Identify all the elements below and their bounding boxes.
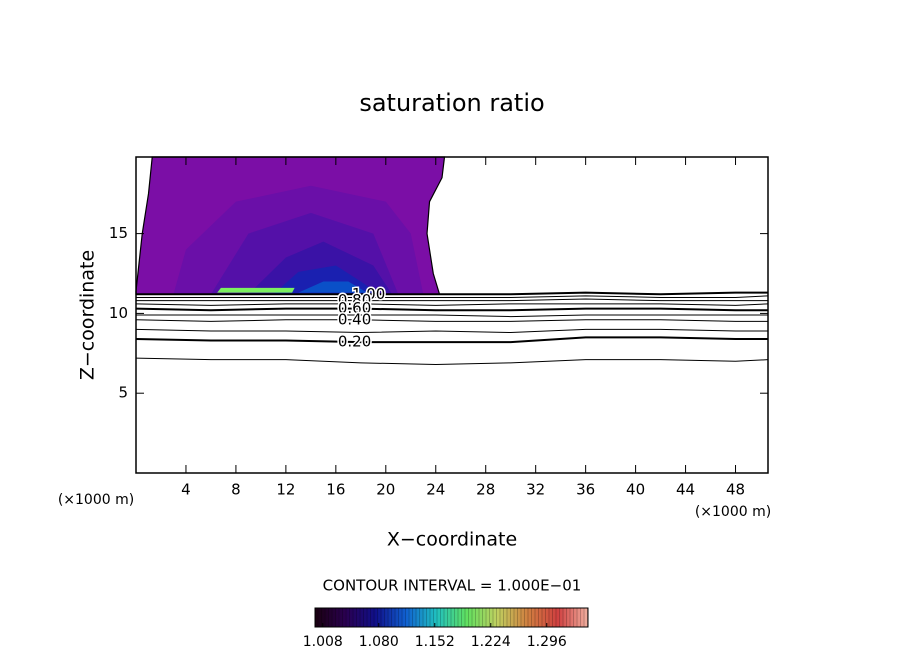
colorbar-tick-label: 1.152 [415, 634, 455, 650]
contour-line [135, 319, 768, 322]
x-tick-label: 36 [576, 481, 595, 499]
contour-interval: CONTOUR INTERVAL = 1.000E−01 [323, 577, 582, 595]
chart-title: saturation ratio [359, 89, 544, 117]
contour-line [136, 314, 768, 318]
x-unit-label: (×1000 m) [58, 492, 134, 508]
contour-label: 0.60 [338, 299, 371, 317]
contour-line [136, 298, 768, 302]
contour-line [135, 357, 769, 365]
contour-label: 0.80 [338, 291, 371, 309]
x-unit-label: (×1000 m) [695, 504, 771, 520]
x-tick-label: 28 [476, 481, 495, 499]
x-tick-label: 20 [376, 481, 395, 499]
y-tick-label: 5 [118, 384, 128, 402]
x-tick-label: 12 [276, 481, 295, 499]
x-tick-label: 48 [726, 481, 745, 499]
colorbar-tick-label: 1.008 [303, 634, 343, 650]
x-axis-label: X−coordinate [387, 529, 517, 551]
x-tick-label: 16 [326, 481, 345, 499]
colorbar-tick-label: 1.224 [471, 634, 511, 650]
contour-line [135, 303, 769, 306]
contour-line [136, 291, 768, 296]
x-tick-label: 40 [626, 481, 645, 499]
contour-line [135, 307, 768, 312]
x-tick-label: 32 [526, 481, 545, 499]
contour-label: 0.20 [338, 333, 371, 351]
contour-line [135, 336, 768, 344]
y-tick-label: 15 [109, 224, 128, 242]
x-tick-label: 8 [231, 481, 241, 499]
filled-region [217, 287, 295, 293]
contour-label: 0.40 [338, 310, 371, 328]
x-tick-label: 4 [181, 481, 191, 499]
contour-label: 1.00 [352, 285, 385, 303]
plot-frame [135, 156, 769, 474]
contour-line [135, 328, 768, 334]
y-tick-label: 10 [109, 304, 128, 322]
x-tick-label: 44 [676, 481, 695, 499]
colorbar-tick-label: 1.296 [527, 634, 567, 650]
filled-region [298, 281, 368, 293]
contour-line [136, 295, 769, 298]
y-axis-label: Z−coordinate [77, 250, 99, 380]
colorbar-tick-label: 1.080 [359, 634, 399, 650]
x-tick-label: 24 [426, 481, 445, 499]
colorbar [314, 607, 589, 628]
